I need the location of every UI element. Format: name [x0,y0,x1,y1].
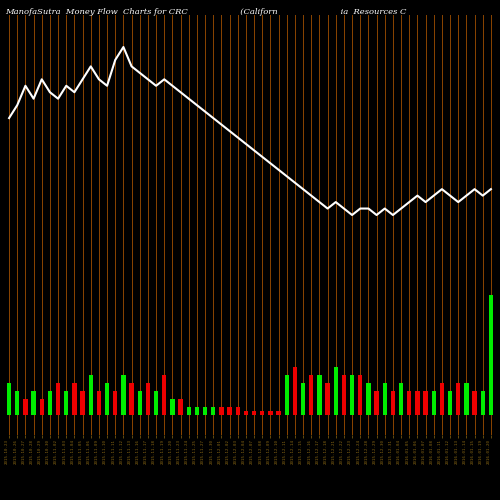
Bar [424,391,428,415]
Bar [64,391,68,415]
Bar [121,375,126,415]
Bar [113,391,117,415]
Bar [96,391,101,415]
Bar [480,391,485,415]
Bar [130,383,134,415]
Bar [244,411,248,415]
Bar [48,391,52,415]
Bar [88,375,93,415]
Bar [309,375,314,415]
Bar [317,375,322,415]
Text: ManofaSutra  Money Flow  Charts for CRC                    (Californ            : ManofaSutra Money Flow Charts for CRC (C… [5,8,406,16]
Bar [138,391,142,415]
Bar [326,383,330,415]
Bar [72,383,76,415]
Bar [342,375,346,415]
Bar [334,367,338,415]
Bar [23,399,28,415]
Bar [488,295,493,415]
Bar [7,383,12,415]
Bar [382,383,387,415]
Bar [464,383,468,415]
Bar [432,391,436,415]
Bar [456,383,460,415]
Bar [374,391,379,415]
Bar [407,391,412,415]
Bar [32,391,36,415]
Bar [399,383,404,415]
Bar [162,375,166,415]
Bar [228,407,232,415]
Bar [194,407,199,415]
Bar [236,407,240,415]
Bar [358,375,362,415]
Bar [276,411,281,415]
Bar [350,375,354,415]
Bar [80,391,85,415]
Bar [56,383,60,415]
Bar [203,407,207,415]
Bar [448,391,452,415]
Bar [154,391,158,415]
Bar [301,383,306,415]
Bar [415,391,420,415]
Bar [284,375,289,415]
Bar [366,383,370,415]
Bar [15,391,20,415]
Bar [219,407,224,415]
Bar [178,399,183,415]
Bar [390,391,395,415]
Bar [252,411,256,415]
Bar [105,383,110,415]
Bar [146,383,150,415]
Bar [211,407,216,415]
Bar [472,391,477,415]
Bar [186,407,191,415]
Bar [268,411,272,415]
Bar [170,399,174,415]
Bar [40,399,44,415]
Bar [260,411,264,415]
Bar [440,383,444,415]
Bar [292,367,297,415]
